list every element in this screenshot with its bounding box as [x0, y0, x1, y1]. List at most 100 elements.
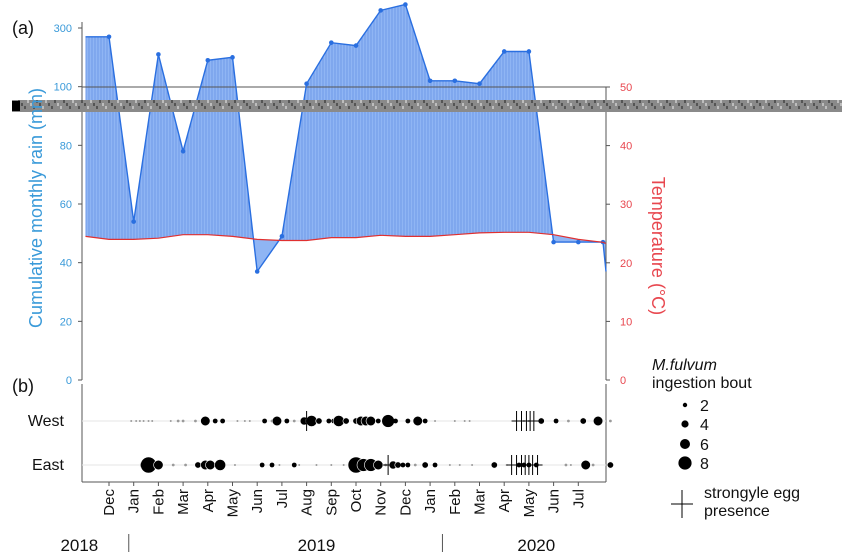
- noise-speck: [426, 103, 428, 106]
- noise-speck: [489, 103, 491, 106]
- right-tick-label: 50: [620, 82, 632, 94]
- legend-size-marker: [681, 420, 689, 428]
- noise-speck: [615, 103, 617, 106]
- noise-speck: [540, 100, 542, 103]
- bout-point: [142, 420, 145, 422]
- noise-speck: [303, 106, 305, 109]
- bout-point: [591, 463, 595, 467]
- noise-speck: [456, 106, 458, 109]
- noise-speck: [249, 106, 251, 109]
- row-label: West: [28, 413, 65, 430]
- noise-speck: [663, 106, 665, 109]
- x-tick-label: Feb: [447, 489, 464, 515]
- noise-speck: [66, 103, 68, 106]
- right-tick-label: 40: [620, 141, 632, 153]
- rain-point: [501, 49, 507, 54]
- bout-point: [413, 463, 417, 467]
- noise-speck: [567, 100, 569, 103]
- noise-speck: [366, 106, 368, 109]
- noise-speck: [108, 100, 110, 103]
- bout-point: [463, 420, 466, 422]
- noise-speck: [453, 103, 455, 106]
- noise-speck: [765, 100, 767, 103]
- rain-point: [304, 81, 309, 87]
- noise-speck: [45, 100, 47, 103]
- bout-point: [373, 459, 384, 471]
- noise-speck: [345, 103, 347, 106]
- noise-speck: [519, 106, 521, 109]
- noise-speck: [465, 106, 467, 109]
- noise-speck: [690, 106, 692, 109]
- noise-speck: [60, 106, 62, 109]
- noise-speck: [306, 100, 308, 103]
- noise-speck: [660, 103, 662, 106]
- noise-speck: [828, 100, 830, 103]
- rain-point: [254, 269, 260, 274]
- noise-speck: [714, 103, 716, 106]
- noise-speck: [123, 106, 125, 109]
- legend-cross-label-1: strongyle egg: [704, 485, 800, 502]
- bout-point: [138, 420, 141, 422]
- noise-speck: [57, 103, 59, 106]
- bout-point: [490, 461, 498, 469]
- bout-point: [592, 415, 604, 427]
- noise-speck: [264, 103, 266, 106]
- noise-speck: [654, 106, 656, 109]
- noise-speck: [594, 100, 596, 103]
- legend-size-label: 6: [700, 437, 709, 454]
- noise-speck: [657, 100, 659, 103]
- noise-speck: [507, 103, 509, 106]
- bout-point: [553, 418, 559, 424]
- noise-speck: [582, 106, 584, 109]
- noise-speck: [753, 106, 755, 109]
- noise-speck: [474, 106, 476, 109]
- x-tick-label: Apr: [496, 489, 513, 512]
- noise-speck: [756, 100, 758, 103]
- noise-speck: [186, 106, 188, 109]
- noise-speck: [354, 103, 356, 106]
- row-label: East: [32, 457, 65, 474]
- noise-speck: [234, 100, 236, 103]
- bout-point: [184, 463, 187, 467]
- rain-point: [551, 239, 556, 245]
- noise-speck: [438, 106, 440, 109]
- noise-speck: [321, 106, 323, 109]
- x-axis: Dec Jan Feb Mar Apr May Jun Jul Aug Sep Oct Nov Dec J…: [60, 482, 587, 554]
- noise-speck: [498, 103, 500, 106]
- bout-point: [422, 418, 428, 424]
- noise-speck: [222, 106, 224, 109]
- noise-speck: [177, 106, 179, 109]
- noise-speck: [513, 100, 515, 103]
- noise-speck: [447, 106, 449, 109]
- x-tick-label: Jun: [546, 489, 563, 513]
- bout-point: [421, 461, 429, 469]
- bout-point: [298, 464, 301, 466]
- noise-speck: [546, 106, 548, 109]
- noise-speck: [48, 103, 50, 106]
- noise-speck: [441, 100, 443, 103]
- noise-speck: [825, 106, 827, 109]
- noise-speck: [54, 100, 56, 103]
- noise-speck: [81, 100, 83, 103]
- left-tick-label: 300: [54, 23, 72, 35]
- noise-speck: [330, 106, 332, 109]
- noise-speck: [642, 103, 644, 106]
- noise-speck: [693, 100, 695, 103]
- bout-point: [269, 462, 275, 468]
- noise-speck: [207, 100, 209, 103]
- noise-speck: [444, 103, 446, 106]
- noise-speck: [246, 103, 248, 106]
- noise-speck: [165, 103, 167, 106]
- noise-speck: [267, 106, 269, 109]
- bout-point: [194, 461, 202, 469]
- noise-speck: [384, 106, 386, 109]
- bout-point: [412, 415, 423, 427]
- noise-speck: [585, 100, 587, 103]
- noise-speck: [78, 106, 80, 109]
- noise-speck: [30, 103, 32, 106]
- noise-speck: [573, 106, 575, 109]
- noise-speck: [360, 100, 362, 103]
- noise-speck: [681, 106, 683, 109]
- noise-speck: [687, 103, 689, 106]
- noise-speck: [789, 106, 791, 109]
